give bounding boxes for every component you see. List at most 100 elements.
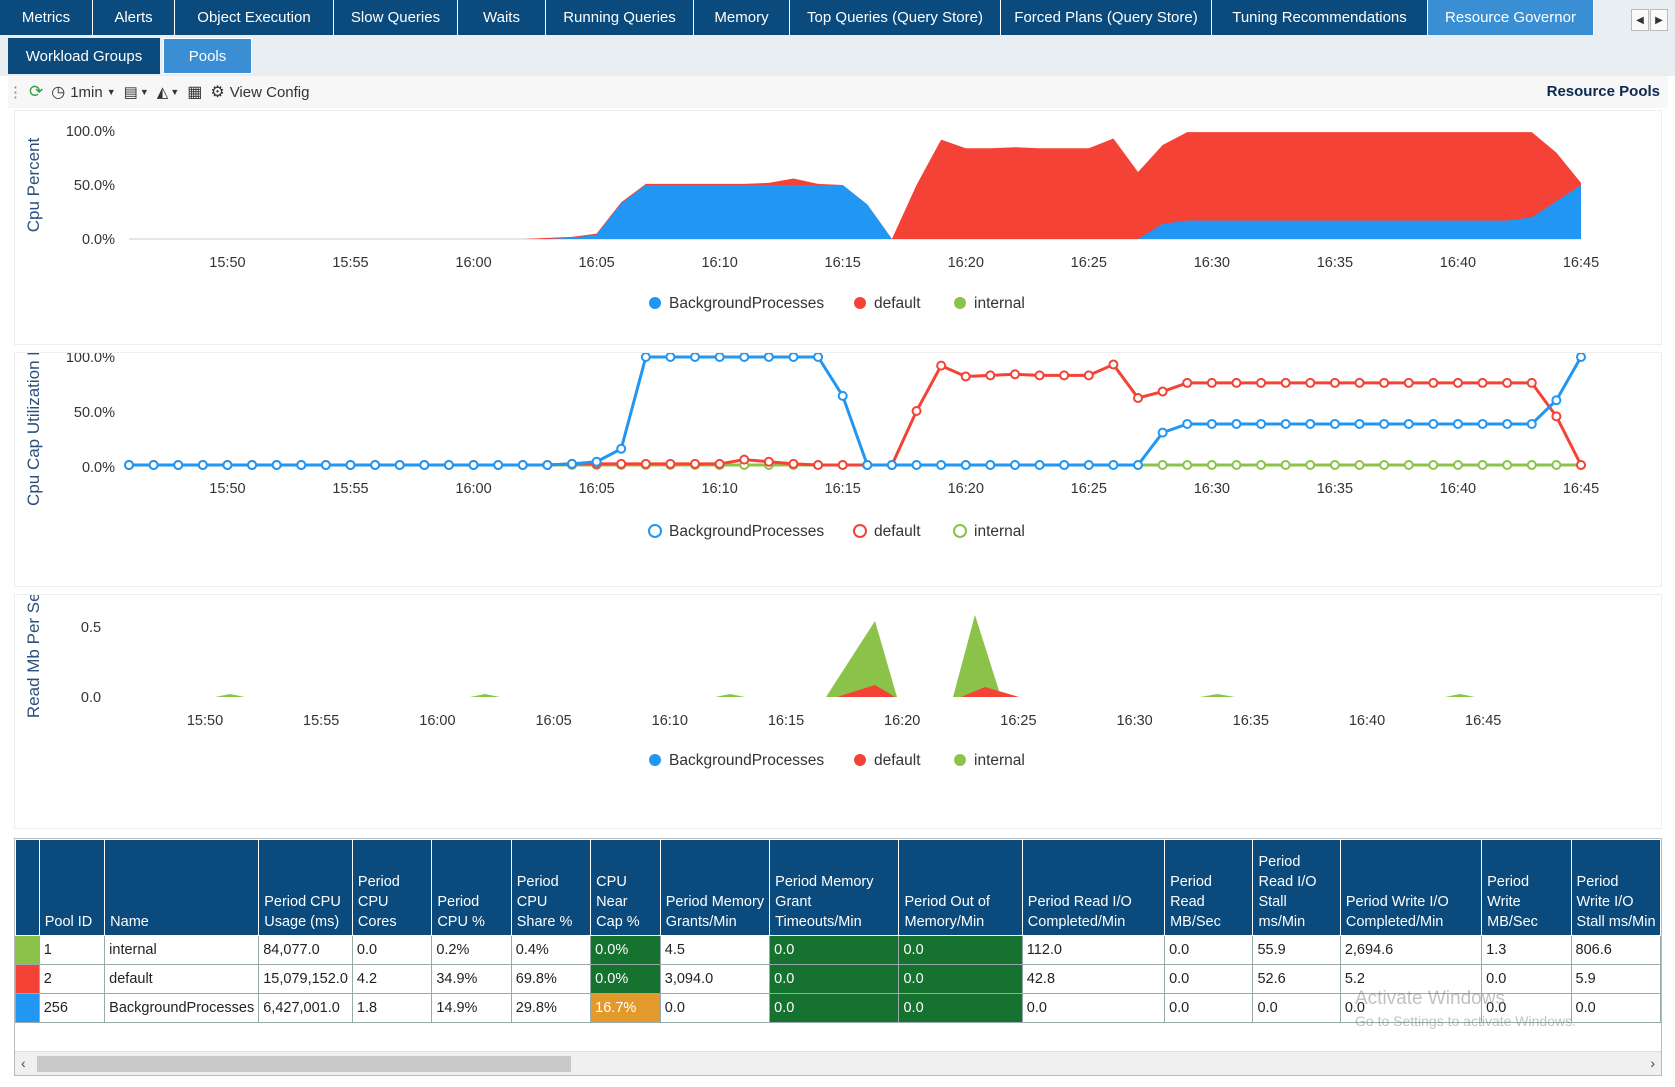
scroll-left-icon[interactable]: ◀ — [1631, 9, 1649, 31]
column-header[interactable]: Period CPU Cores — [351, 839, 433, 936]
backgroundprocesses-point — [493, 460, 504, 470]
x-tick-label: 15:55 — [332, 255, 368, 271]
tab-memory[interactable]: Memory — [694, 0, 790, 35]
internal-point — [1231, 460, 1242, 470]
internal-blip — [715, 694, 745, 697]
backgroundprocesses-point — [517, 460, 528, 470]
column-header[interactable]: Period CPU % — [431, 839, 512, 936]
x-tick-label: 16:20 — [948, 481, 984, 497]
table-row[interactable]: 256 BackgroundProcesses 6,427,001.0 1.8 14.9… — [15, 993, 1661, 1023]
chart-type-dropdown[interactable]: ◭ ▼ — [157, 83, 179, 101]
tab-running-queries[interactable]: Running Queries — [546, 0, 694, 35]
internal-spike — [953, 615, 1001, 697]
tab-tuning-recommendations[interactable]: Tuning Recommendations — [1212, 0, 1428, 35]
table-cell: 5.2 — [1339, 964, 1483, 994]
refresh-icon[interactable]: ⟳ — [29, 82, 44, 101]
column-header[interactable]: Period Read I/O Completed/Min — [1021, 839, 1166, 936]
tab-top-queries-query-store[interactable]: Top Queries (Query Store) — [790, 0, 1001, 35]
default-point — [1428, 377, 1439, 388]
default-point — [1206, 377, 1217, 388]
legend-marker — [953, 524, 967, 538]
tab-forced-plans-query-store[interactable]: Forced Plans (Query Store) — [1001, 0, 1212, 35]
table-cell: 4.2 — [351, 964, 433, 994]
column-header[interactable]: Period Write I/O Completed/Min — [1339, 839, 1483, 936]
x-tick-label: 16:35 — [1317, 481, 1353, 497]
table-cell: 52.6 — [1252, 964, 1341, 994]
legend-label: default — [874, 752, 921, 769]
table-cell: 2,694.6 — [1339, 935, 1483, 965]
backgroundprocesses-point — [1231, 418, 1242, 429]
backgroundprocesses-point — [1354, 418, 1365, 429]
default-point — [837, 460, 848, 470]
table-row[interactable]: 2 default 15,079,152.0 4.2 34.9% 69.8% 0.0% 3,0… — [15, 964, 1661, 994]
backgroundprocesses-point — [1256, 418, 1267, 429]
x-tick-label: 16:00 — [455, 481, 491, 497]
column-header[interactable]: Period CPU Share % — [510, 839, 592, 936]
scrollbar-thumb[interactable] — [37, 1056, 571, 1072]
backgroundprocesses-point — [1551, 395, 1562, 406]
default-spike — [837, 685, 895, 697]
x-tick-label: 16:40 — [1440, 255, 1476, 271]
x-tick-label: 16:05 — [578, 255, 614, 271]
tab-alerts[interactable]: Alerts — [93, 0, 175, 35]
column-header[interactable]: Pool ID — [38, 839, 106, 936]
tab-waits[interactable]: Waits — [458, 0, 546, 35]
y-axis-label: Cpu Cap Utilization Per... — [24, 353, 43, 506]
tab-metrics[interactable]: Metrics — [0, 0, 93, 35]
backgroundprocesses-point — [1059, 460, 1070, 470]
internal-point — [1428, 460, 1439, 470]
column-header[interactable]: Period Write MB/Sec — [1481, 839, 1572, 936]
backgroundprocesses-point — [222, 460, 233, 470]
column-header[interactable]: Name — [104, 839, 260, 936]
tab-workload-groups[interactable]: Workload Groups — [8, 38, 160, 74]
default-point — [714, 458, 725, 469]
tab-resource-governor[interactable]: Resource Governor — [1428, 0, 1594, 35]
backgroundprocesses-point — [640, 352, 651, 362]
interval-dropdown[interactable]: ◷ 1min ▼ — [51, 82, 115, 102]
x-tick-label: 16:45 — [1563, 255, 1599, 271]
internal-blip — [215, 694, 245, 697]
column-header[interactable]: CPU Near Cap % — [590, 839, 661, 936]
scroll-right-icon[interactable]: ▶ — [1650, 9, 1668, 31]
backgroundprocesses-line — [129, 355, 1583, 467]
table-cell: 0.0% — [590, 935, 661, 965]
export-dropdown[interactable]: ▤ ▼ — [124, 83, 149, 101]
internal-blip — [470, 694, 500, 697]
column-header[interactable]: Period Write I/O Stall ms/Min — [1570, 839, 1661, 936]
scroll-right-arrow-icon[interactable]: › — [1650, 1055, 1655, 1071]
table-cell: 84,077.0 — [258, 935, 353, 965]
column-header[interactable] — [15, 839, 40, 936]
table-cell: 6,427,001.0 — [258, 993, 353, 1023]
column-header[interactable]: Period Memory Grants/Min — [659, 839, 771, 936]
column-header[interactable]: Period Read I/O Stall ms/Min — [1252, 839, 1341, 936]
x-tick-label: 16:20 — [884, 713, 920, 729]
table-cell: 0.0 — [1570, 993, 1661, 1023]
horizontal-scrollbar[interactable]: ‹ › — [15, 1051, 1661, 1075]
backgroundprocesses-point — [247, 460, 258, 470]
default-point — [1329, 377, 1340, 388]
y-tick-label: 100.0% — [66, 353, 115, 366]
column-header[interactable]: Period Read MB/Sec — [1164, 839, 1254, 936]
backgroundprocesses-point — [1108, 460, 1119, 470]
table-cell: 4.5 — [659, 935, 771, 965]
table-cell: 5.9 — [1570, 964, 1661, 994]
backgroundprocesses-point — [345, 460, 356, 470]
scroll-left-arrow-icon[interactable]: ‹ — [21, 1055, 26, 1071]
backgroundprocesses-point — [443, 460, 454, 470]
table-cell: 29.8% — [510, 993, 592, 1023]
backgroundprocesses-point — [714, 352, 725, 362]
backgroundprocesses-area — [129, 185, 1581, 239]
column-header[interactable]: Period CPU Usage (ms) — [258, 839, 353, 936]
backgroundprocesses-point — [837, 390, 848, 401]
tab-object-execution[interactable]: Object Execution — [175, 0, 334, 35]
x-tick-label: 16:25 — [1071, 481, 1107, 497]
table-cell: BackgroundProcesses — [104, 993, 260, 1023]
tab-pools[interactable]: Pools — [163, 38, 252, 74]
view-config-button[interactable]: ⚙ View Config — [210, 82, 309, 102]
column-header[interactable]: Period Out of Memory/Min — [898, 839, 1023, 936]
tab-slow-queries[interactable]: Slow Queries — [334, 0, 458, 35]
grid-view-icon[interactable]: ▦ — [187, 84, 203, 101]
table-row[interactable]: 1 internal 84,077.0 0.0 0.2% 0.4% 0.0% 4.5 0.0 0.… — [15, 935, 1661, 965]
column-header[interactable]: Period Memory Grant Timeouts/Min — [769, 839, 900, 936]
x-tick-label: 16:35 — [1317, 255, 1353, 271]
